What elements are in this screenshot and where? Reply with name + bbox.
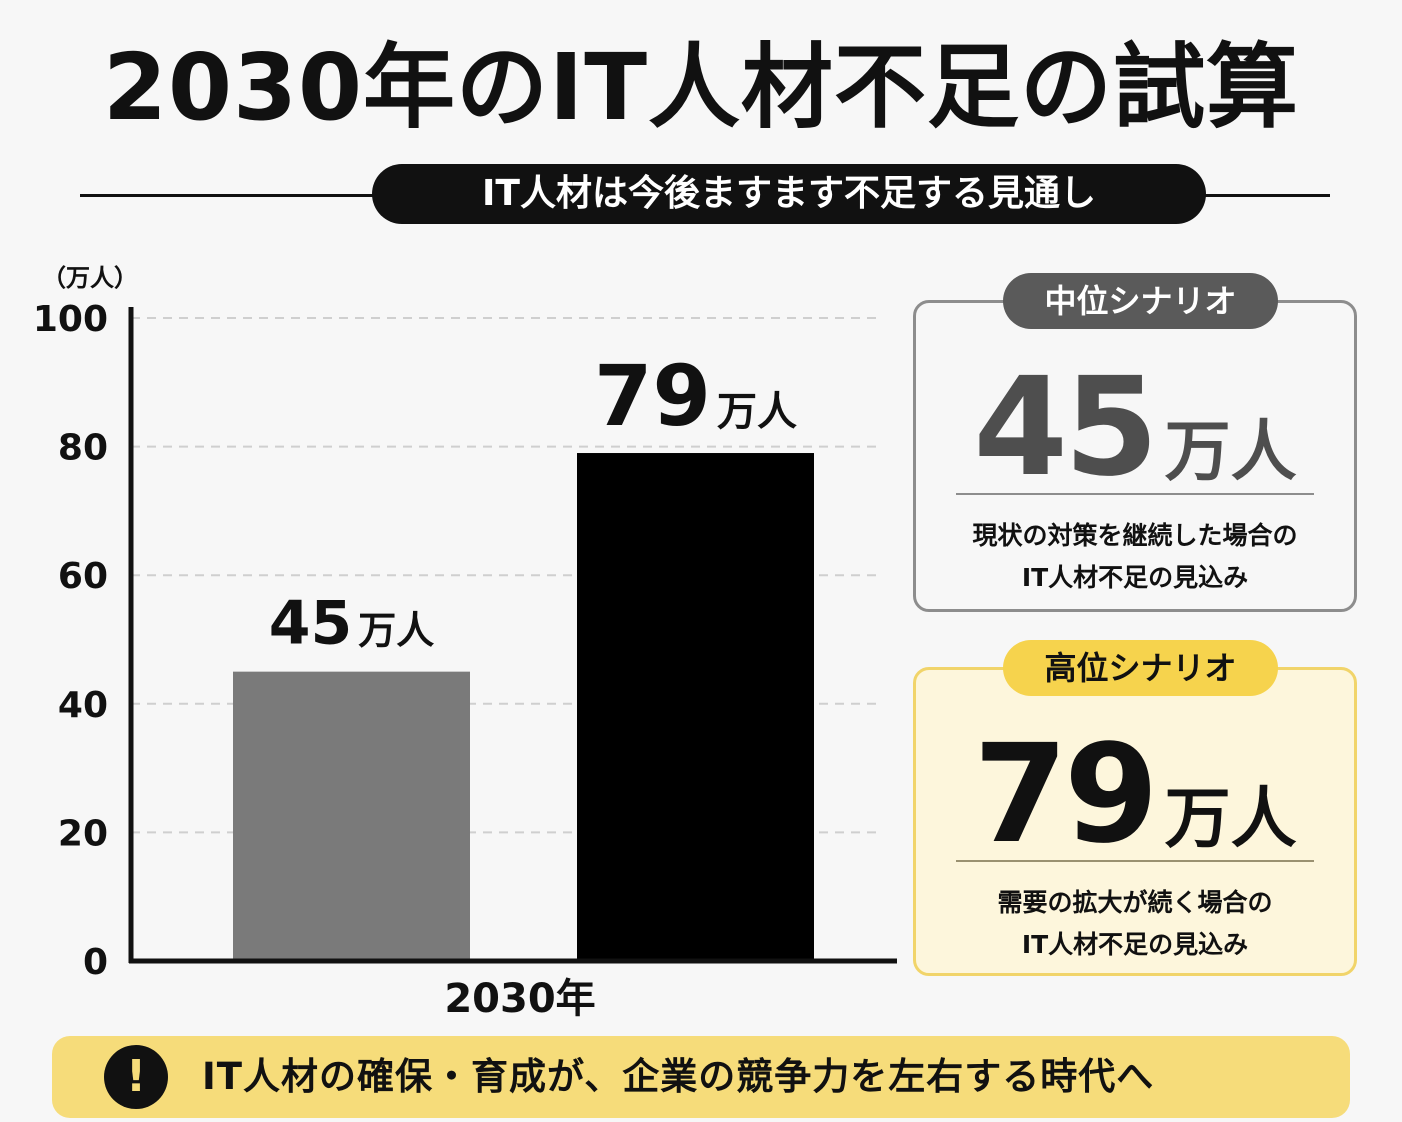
bar-data-label-number: 45 <box>269 589 353 659</box>
bar <box>577 453 814 961</box>
mid-scenario-divider <box>956 493 1314 495</box>
mid-scenario-desc-line1: 現状の対策を継続した場合の <box>972 521 1298 550</box>
high-scenario-description: 需要の拡大が続く場合の IT人材不足の見込み <box>916 882 1354 966</box>
bar <box>233 671 470 961</box>
bar-layer <box>233 453 814 961</box>
y-tick-label: 40 <box>58 685 108 726</box>
bar-data-label: 45 万人 <box>269 589 435 659</box>
high-scenario-unit: 万人 <box>1164 780 1297 857</box>
bar-data-label-unit: 万人 <box>717 389 797 435</box>
subtitle-banner: IT人材は今後ますます不足する見通し <box>80 164 1330 224</box>
mid-scenario-unit: 万人 <box>1164 413 1297 490</box>
x-category-label: 2030年 <box>444 976 595 1022</box>
high-scenario-desc-line2: IT人材不足の見込み <box>1021 930 1249 959</box>
conclusion-banner: ! IT人材の確保・育成が、企業の競争力を左右する時代へ <box>52 1036 1350 1118</box>
mid-scenario-value: 45 万人 <box>916 349 1354 507</box>
high-scenario-number: 79 <box>973 716 1158 874</box>
bar-data-label-number: 79 <box>594 347 711 445</box>
exclamation-icon: ! <box>104 1045 168 1109</box>
subtitle-pill: IT人材は今後ますます不足する見通し <box>372 164 1206 224</box>
conclusion-text: IT人材の確保・育成が、企業の競争力を左右する時代へ <box>202 1055 1155 1098</box>
bar-data-label-unit: 万人 <box>358 609 434 653</box>
mid-scenario-card: 中位シナリオ 45 万人 現状の対策を継続した場合の IT人材不足の見込み <box>913 273 1357 612</box>
y-tick-label: 60 <box>58 556 108 597</box>
page-title: 2030年のIT人材不足の試算 <box>102 34 1300 141</box>
mid-scenario-number: 45 <box>973 349 1158 507</box>
mid-scenario-badge: 中位シナリオ <box>1003 273 1278 329</box>
high-scenario-divider <box>956 860 1314 862</box>
y-tick-layer: 0 20 40 60 80 100 <box>33 299 108 983</box>
mid-scenario-desc-line2: IT人材不足の見込み <box>1021 563 1249 592</box>
y-axis-unit-label: （万人） <box>42 264 138 292</box>
high-scenario-badge: 高位シナリオ <box>1003 640 1278 696</box>
y-tick-label: 100 <box>33 299 108 340</box>
mid-scenario-description: 現状の対策を継続した場合の IT人材不足の見込み <box>916 515 1354 599</box>
bar-data-label: 79 万人 <box>594 347 797 445</box>
y-tick-label: 80 <box>58 428 108 469</box>
high-scenario-desc-line1: 需要の拡大が続く場合の <box>997 888 1273 917</box>
high-scenario-card: 高位シナリオ 79 万人 需要の拡大が続く場合の IT人材不足の見込み <box>913 640 1357 976</box>
y-tick-label: 20 <box>58 813 108 854</box>
y-tick-label: 0 <box>83 942 108 983</box>
high-scenario-value: 79 万人 <box>916 716 1354 874</box>
